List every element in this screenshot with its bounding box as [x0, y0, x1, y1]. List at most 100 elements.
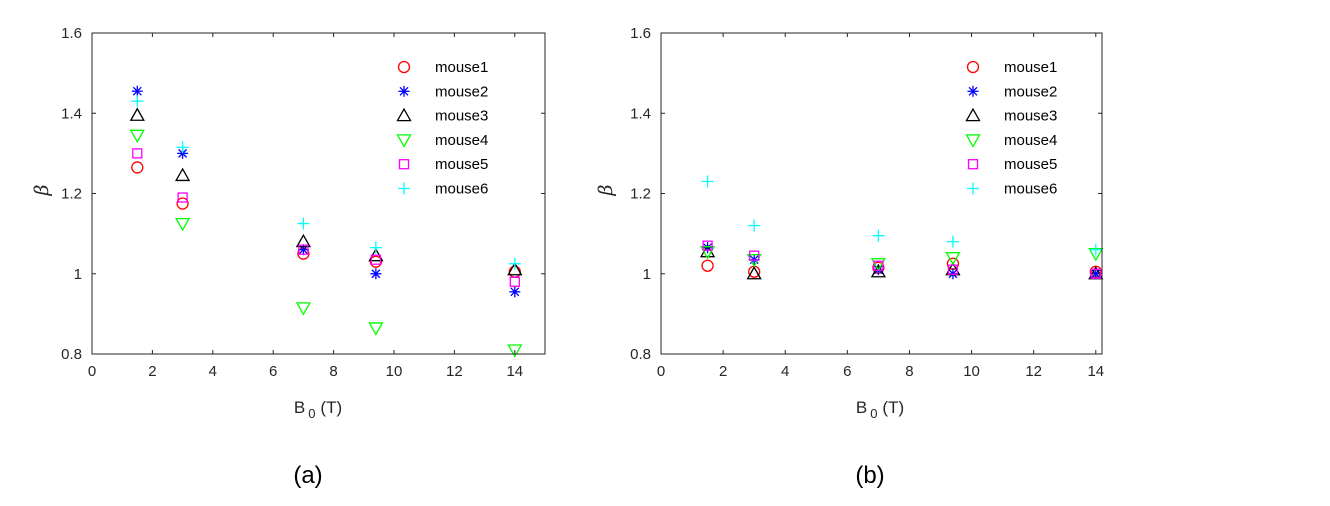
- data-point-mouse5: [370, 254, 382, 265]
- data-point-mouse6: [748, 219, 761, 232]
- data-point-mouse3: [129, 107, 145, 121]
- data-point-mouse3-shape: [699, 243, 716, 258]
- data-point-mouse4: [129, 129, 145, 144]
- data-point-mouse1-shape: [369, 255, 383, 268]
- data-point-mouse4-shape: [368, 322, 384, 336]
- legend-marker-mouse3: [965, 107, 981, 122]
- data-point-mouse4: [507, 344, 523, 358]
- axes-box: [660, 32, 1103, 355]
- data-point-mouse3-shape: [295, 233, 312, 248]
- data-point-mouse1: [176, 197, 189, 210]
- panel-label: (a): [293, 462, 322, 489]
- marker-group: [129, 85, 523, 358]
- legend-marker-mouse5: [398, 159, 410, 170]
- legend-marker-mouse5-shape: [398, 159, 410, 170]
- legend-marker-mouse2: [398, 85, 410, 97]
- data-point-mouse5-shape: [132, 148, 143, 159]
- legend-marker-mouse3: [396, 107, 412, 122]
- y-tick-label: 0.8: [630, 346, 651, 363]
- legend-label: mouse6: [435, 181, 488, 198]
- panel-label: (b): [855, 462, 884, 489]
- legend-label: mouse1: [1004, 59, 1057, 76]
- x-tick-label: 8: [329, 363, 337, 380]
- data-point-mouse4-shape: [295, 302, 312, 316]
- data-point-mouse2-d2: [510, 287, 520, 297]
- data-point-mouse5: [509, 276, 520, 287]
- data-point-mouse2-d2: [132, 86, 142, 96]
- legend-marker-mouse4: [396, 134, 412, 148]
- data-point-mouse3-shape: [746, 265, 762, 280]
- data-point-mouse6: [508, 257, 521, 270]
- legend: mouse1 mouse2 mouse3 mouse4 mouse5 mouse6: [396, 59, 488, 198]
- data-point-mouse4-shape: [945, 252, 961, 266]
- data-point-mouse3: [507, 261, 523, 276]
- data-point-mouse1-shape: [131, 161, 144, 174]
- data-point-mouse6: [872, 229, 885, 242]
- x-tick-label: 8: [905, 363, 913, 380]
- data-point-mouse5: [177, 192, 188, 203]
- data-point-mouse3: [746, 265, 762, 280]
- legend-label: mouse2: [1004, 83, 1057, 100]
- data-point-mouse3-shape: [507, 261, 523, 276]
- legend-marker-mouse2-d2: [968, 86, 978, 96]
- data-point-mouse4-shape: [507, 344, 523, 358]
- data-point-mouse5-shape: [1090, 268, 1101, 279]
- legend-marker-mouse3-shape: [396, 107, 412, 122]
- data-point-mouse3: [699, 243, 716, 258]
- data-point-mouse3-shape: [129, 107, 145, 121]
- legend-label: mouse5: [1004, 156, 1057, 173]
- x-tick-label: 14: [1087, 363, 1104, 380]
- data-point-mouse6: [297, 217, 310, 230]
- legend-marker-mouse1-shape: [397, 60, 411, 74]
- legend-label: mouse6: [1004, 181, 1057, 198]
- data-point-mouse5-shape: [702, 240, 713, 251]
- x-tick-label: 14: [506, 363, 523, 380]
- axes-box: [91, 32, 546, 355]
- data-point-mouse4-shape: [870, 258, 887, 272]
- legend-marker-mouse2: [967, 85, 979, 97]
- x-tick-label: 2: [719, 363, 727, 380]
- x-tick-label: 12: [446, 363, 463, 380]
- x-tick-label: 10: [963, 363, 980, 380]
- tick-group: 0 2 4 6 8 10 12 14 0.8 1 1.2 1.4 1.6: [61, 25, 545, 380]
- data-point-mouse6: [369, 241, 382, 254]
- x-tick-label: 10: [386, 363, 403, 380]
- data-point-mouse5: [873, 260, 884, 271]
- legend-marker-mouse2-d2: [399, 86, 409, 96]
- data-point-mouse3: [870, 263, 887, 278]
- legend-label: mouse5: [435, 156, 488, 173]
- y-tick-label: 1.4: [630, 105, 651, 122]
- data-point-mouse6: [946, 235, 959, 248]
- x-tick-label: 4: [209, 363, 217, 380]
- data-point-mouse5: [298, 244, 309, 255]
- data-point-mouse5-shape: [370, 254, 382, 265]
- data-point-mouse5-shape: [509, 276, 520, 287]
- y-tick-label: 1.6: [630, 25, 651, 42]
- data-point-mouse5-shape: [749, 250, 760, 261]
- legend-marker-mouse1-shape: [966, 60, 980, 74]
- legend-marker-mouse5-shape: [967, 159, 979, 170]
- legend-label: mouse4: [435, 132, 488, 149]
- data-point-mouse4: [870, 258, 887, 272]
- legend-marker-mouse1: [966, 60, 980, 74]
- data-point-mouse6: [1089, 243, 1102, 256]
- legend-marker-mouse4: [965, 134, 981, 148]
- data-point-mouse2-d2: [371, 269, 381, 279]
- legend-label: mouse3: [1004, 108, 1057, 125]
- x-axis-label: B 0 (T): [856, 398, 904, 421]
- chart-panel-a: 0 2 4 6 8 10 12 140.811.21.41.6 mouse1mouse2mou…: [31, 25, 546, 489]
- data-point-mouse1-shape: [176, 197, 189, 210]
- data-point-mouse4: [174, 217, 191, 232]
- y-tick-label: 1: [74, 266, 82, 283]
- y-tick-label: 1.6: [61, 25, 82, 42]
- legend-marker-mouse4-shape: [965, 134, 981, 148]
- y-axis-label: β: [595, 184, 617, 196]
- y-tick-label: 1: [643, 266, 651, 283]
- data-point-mouse2: [370, 268, 382, 280]
- data-point-mouse2: [131, 85, 143, 97]
- legend-label: mouse3: [435, 108, 488, 125]
- data-point-mouse1: [369, 255, 383, 268]
- legend-label: mouse1: [435, 59, 488, 76]
- data-point-mouse5-shape: [873, 260, 884, 271]
- y-axis-label: β: [31, 184, 53, 196]
